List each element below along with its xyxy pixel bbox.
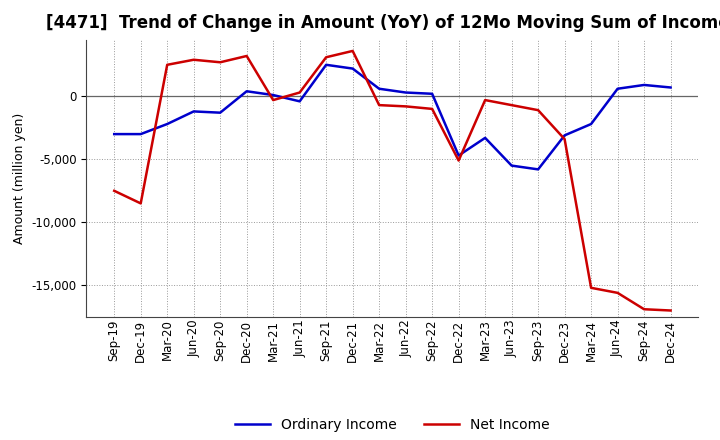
Net Income bbox=[508, 103, 516, 108]
Net Income bbox=[110, 188, 119, 194]
Ordinary Income bbox=[666, 85, 675, 90]
Ordinary Income bbox=[640, 82, 649, 88]
Net Income bbox=[454, 158, 463, 163]
Net Income bbox=[163, 62, 171, 67]
Net Income bbox=[322, 55, 330, 60]
Net Income bbox=[136, 201, 145, 206]
Net Income bbox=[560, 136, 569, 142]
Ordinary Income bbox=[295, 99, 304, 104]
Ordinary Income bbox=[189, 109, 198, 114]
Net Income bbox=[640, 307, 649, 312]
Ordinary Income bbox=[136, 132, 145, 137]
Net Income bbox=[348, 48, 357, 54]
Ordinary Income bbox=[481, 135, 490, 140]
Ordinary Income bbox=[428, 91, 436, 96]
Net Income bbox=[269, 97, 277, 103]
Legend: Ordinary Income, Net Income: Ordinary Income, Net Income bbox=[230, 412, 555, 437]
Net Income bbox=[189, 57, 198, 62]
Ordinary Income bbox=[454, 153, 463, 158]
Ordinary Income bbox=[110, 132, 119, 137]
Ordinary Income bbox=[269, 92, 277, 98]
Net Income bbox=[216, 60, 225, 65]
Net Income bbox=[295, 90, 304, 95]
Ordinary Income bbox=[322, 62, 330, 67]
Ordinary Income bbox=[508, 163, 516, 168]
Net Income bbox=[666, 308, 675, 313]
Net Income bbox=[613, 290, 622, 296]
Ordinary Income bbox=[216, 110, 225, 115]
Ordinary Income bbox=[587, 121, 595, 127]
Ordinary Income bbox=[401, 90, 410, 95]
Ordinary Income bbox=[375, 86, 384, 92]
Y-axis label: Amount (million yen): Amount (million yen) bbox=[13, 113, 26, 244]
Line: Ordinary Income: Ordinary Income bbox=[114, 65, 670, 169]
Ordinary Income bbox=[534, 167, 542, 172]
Title: [4471]  Trend of Change in Amount (YoY) of 12Mo Moving Sum of Incomes: [4471] Trend of Change in Amount (YoY) o… bbox=[45, 15, 720, 33]
Net Income bbox=[401, 104, 410, 109]
Net Income bbox=[243, 53, 251, 59]
Ordinary Income bbox=[163, 121, 171, 127]
Net Income bbox=[375, 103, 384, 108]
Ordinary Income bbox=[348, 66, 357, 71]
Net Income bbox=[481, 97, 490, 103]
Net Income bbox=[428, 106, 436, 111]
Ordinary Income bbox=[560, 133, 569, 138]
Ordinary Income bbox=[243, 88, 251, 94]
Ordinary Income bbox=[613, 86, 622, 92]
Net Income bbox=[587, 285, 595, 290]
Line: Net Income: Net Income bbox=[114, 51, 670, 311]
Net Income bbox=[534, 107, 542, 113]
